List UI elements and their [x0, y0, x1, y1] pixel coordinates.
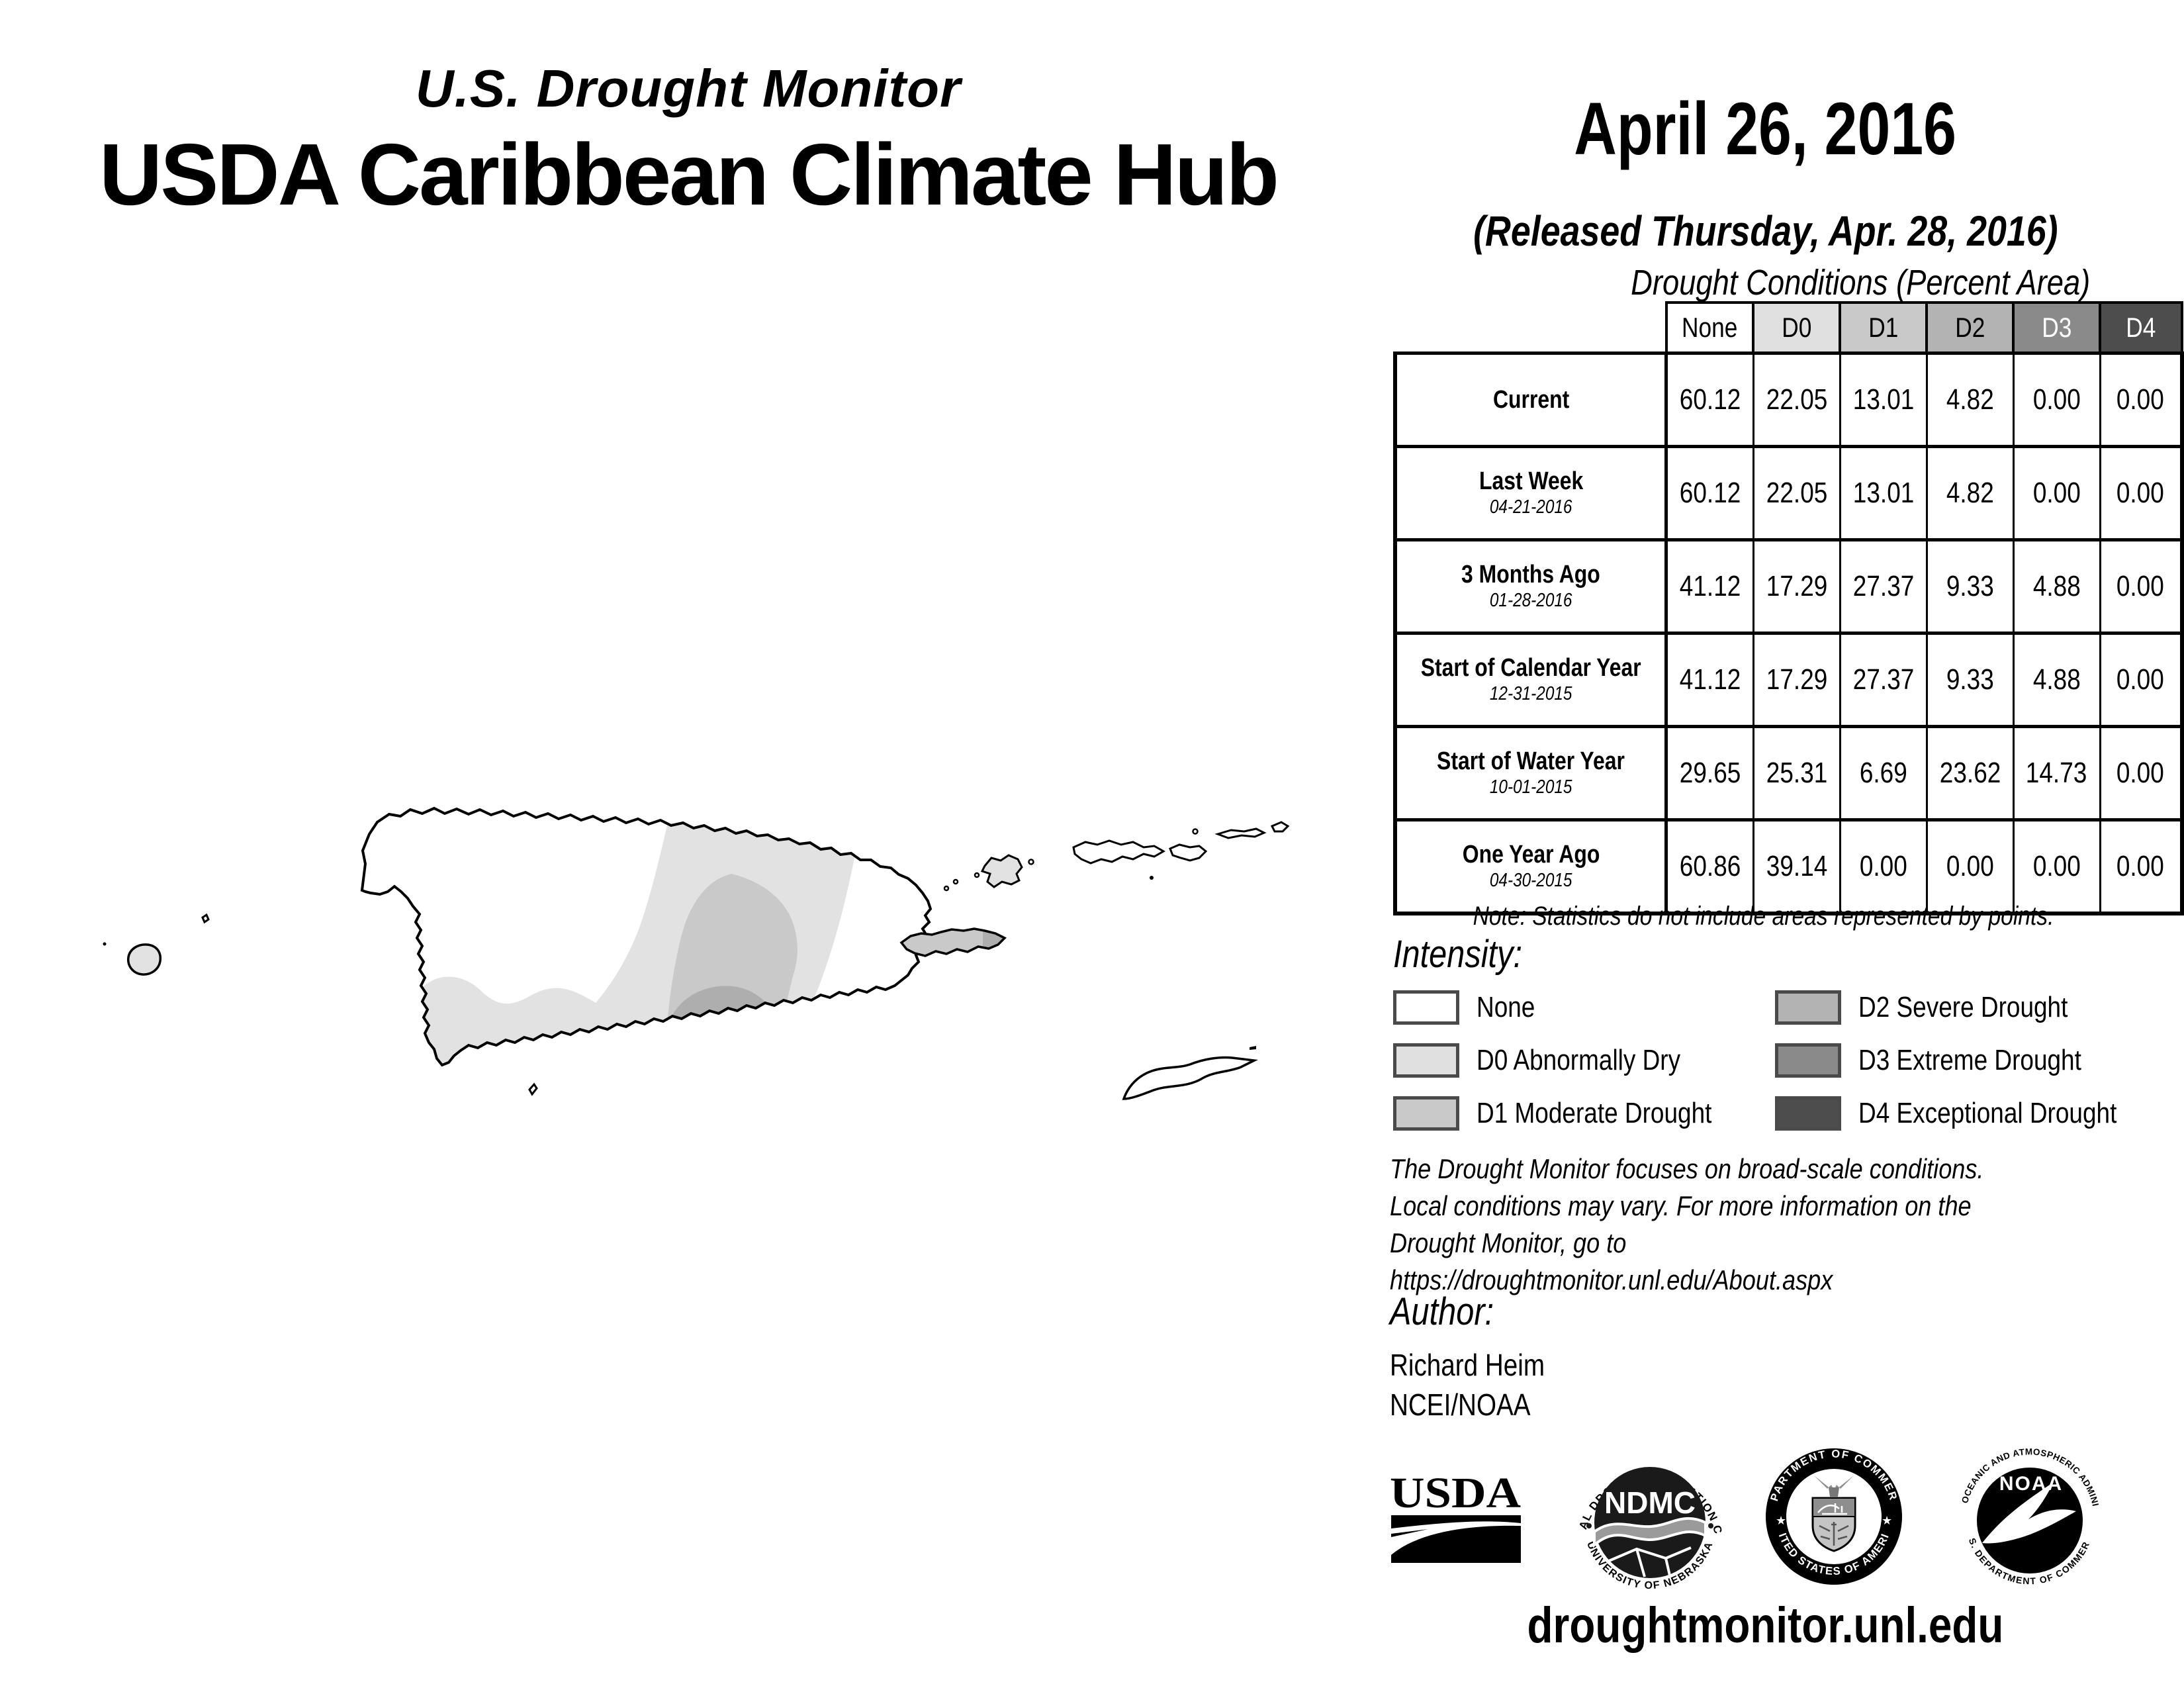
- author-title: Author:: [1390, 1290, 1494, 1333]
- st-croix-island: [1122, 1056, 1258, 1100]
- table-row: Last Week 04-21-2016 60.12 22.05 13.01 4.…: [1393, 445, 2184, 541]
- legend-label: D4 Exceptional Drought: [1858, 1097, 2117, 1129]
- vieques-island: [899, 927, 1007, 957]
- col-header-d0: D0: [1752, 301, 1842, 355]
- disclaimer-line: Drought Monitor, go to https://droughtmo…: [1390, 1227, 1833, 1295]
- commerce-seal: DEPARTMENT OF COMMERCE UNITED STATES OF …: [1766, 1448, 1902, 1585]
- col-header-d4: D4: [2099, 301, 2183, 355]
- luis-pena-islet: [974, 872, 980, 878]
- st-john-island: [1169, 843, 1208, 862]
- small-cay: [1150, 876, 1154, 880]
- legend-label: None: [1477, 991, 1535, 1023]
- table-note: Note: Statistics do not include areas re…: [1473, 902, 2054, 931]
- col-header-d3: D3: [2012, 301, 2102, 355]
- legend-label: D1 Moderate Drought: [1477, 1097, 1712, 1129]
- legend-item-d4: D4 Exceptional Drought: [1775, 1087, 2166, 1140]
- culebra-island: [980, 854, 1023, 888]
- d0-swatch: [1393, 1043, 1459, 1078]
- table-header-row: None D0 D1 D2 D3 D4: [1395, 301, 2183, 355]
- col-header-d2: D2: [1925, 301, 2015, 355]
- buck-islet: [1250, 1046, 1256, 1050]
- author-name: Richard Heim: [1390, 1348, 1545, 1382]
- d2-swatch: [1775, 990, 1841, 1025]
- legend-item-d1: D1 Moderate Drought: [1393, 1087, 1775, 1140]
- col-header-d1: D1: [1839, 301, 1929, 355]
- star-icon: ★: [1882, 1514, 1892, 1527]
- released-date: (Released Thursday, Apr. 28, 2016): [1473, 207, 2058, 255]
- author-organization: NCEI/NOAA: [1390, 1387, 1531, 1422]
- star-icon: ★: [1776, 1514, 1786, 1527]
- disclaimer-line: Local conditions may vary. For more info…: [1390, 1190, 1972, 1221]
- jost-van-dyke-islet: [1192, 828, 1199, 835]
- ndmc-logo: NATIONAL DROUGHT MITIGATION CENTER UNIVE…: [1576, 1467, 1723, 1591]
- culebrita-islet: [1028, 859, 1034, 865]
- monito-islet: [103, 942, 107, 946]
- noaa-logo: NATIONAL OCEANIC AND ATMOSPHERIC ADMINIS…: [1959, 1447, 2100, 1587]
- table-row: Start of Water Year 10-01-2015 29.65 25.3…: [1393, 725, 2184, 821]
- logo-row: USDA NATIONAL DROUGHT MITIGATION CENTER …: [1390, 1446, 2138, 1599]
- legend-label: D0 Abnormally Dry: [1477, 1044, 1681, 1076]
- palominos-islet: [943, 885, 950, 892]
- drought-conditions-table: None D0 D1 D2 D3 D4 Current 60.12 22.05 …: [1393, 301, 2184, 915]
- svg-text:USDA: USDA: [1390, 1473, 1521, 1517]
- table-row: One Year Ago 04-30-2015 60.86 39.14 0.00 …: [1393, 818, 2184, 915]
- seagull-icon: [1982, 1482, 2076, 1544]
- disclaimer-line: The Drought Monitor focuses on broad-sca…: [1390, 1153, 1984, 1184]
- d4-swatch: [1775, 1096, 1841, 1131]
- d1-swatch: [1393, 1096, 1459, 1131]
- drought-map: [103, 807, 1290, 1100]
- legend-item-none: None: [1393, 981, 1775, 1034]
- legend-item-d2: D2 Severe Drought: [1775, 981, 2166, 1034]
- table-corner-cell: [1395, 303, 1666, 353]
- legend-label: D3 Extreme Drought: [1858, 1044, 2081, 1076]
- d3-swatch: [1775, 1043, 1841, 1078]
- table-row: Current 60.12 22.05 13.01 4.82 0.00 0.00: [1393, 352, 2184, 448]
- intensity-legend: None D0 Abnormally Dry D1 Moderate Droug…: [1393, 981, 2138, 1140]
- virgin-gorda-island: [1270, 821, 1290, 833]
- svg-text:NOAA: NOAA: [1999, 1473, 2063, 1495]
- table-row: Start of Calendar Year 12-31-2015 41.12 1…: [1393, 632, 2184, 728]
- svg-text:NDMC: NDMC: [1604, 1485, 1696, 1520]
- mona-island: [127, 943, 162, 976]
- legend-item-d0: D0 Abnormally Dry: [1393, 1034, 1775, 1087]
- usda-logo: USDA: [1390, 1473, 1521, 1563]
- legend-label: D2 Severe Drought: [1858, 991, 2068, 1023]
- disclaimer: The Drought Monitor focuses on broad-sca…: [1390, 1150, 2073, 1298]
- intensity-title: Intensity:: [1393, 933, 1522, 976]
- eagle-icon: [1814, 1476, 1854, 1497]
- table-row: 3 Months Ago 01-28-2016 41.12 17.29 27.37…: [1393, 538, 2184, 635]
- st-thomas-island: [1072, 839, 1166, 865]
- region-title: USDA Caribbean Climate Hub: [99, 126, 1279, 223]
- desecheo-islet: [201, 913, 210, 924]
- droughtmonitor-url: droughtmonitor.unl.edu: [1527, 1597, 2004, 1654]
- map-date: April 26, 2016: [1574, 87, 1957, 170]
- icacos-islet: [952, 878, 959, 885]
- col-header-none: None: [1664, 301, 1755, 355]
- shield-icon: [1811, 1497, 1856, 1552]
- report-title: U.S. Drought Monitor: [415, 59, 962, 118]
- legend-item-d3: D3 Extreme Drought: [1775, 1034, 2166, 1087]
- caja-de-muertos-islet: [528, 1082, 538, 1096]
- tortola-island: [1214, 827, 1267, 839]
- table-title: Drought Conditions (Percent Area): [1630, 263, 2091, 303]
- none-swatch: [1393, 990, 1459, 1025]
